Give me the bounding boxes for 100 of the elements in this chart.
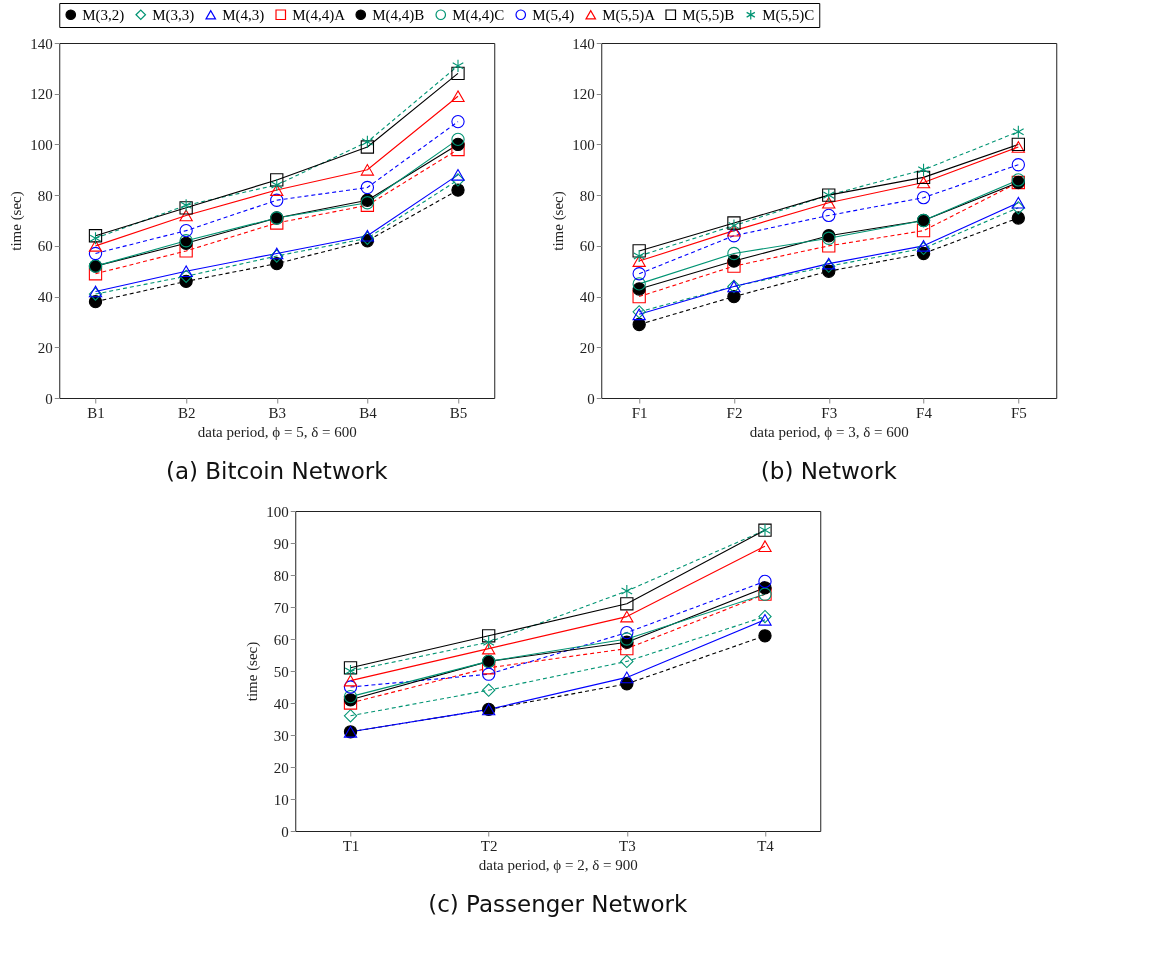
x-tick-label: B5 [449, 404, 468, 421]
y-tick-label: 60 [579, 238, 595, 255]
y-tick-label: 70 [273, 599, 289, 616]
x-tick-label: T1 [342, 837, 360, 854]
x-tick-label: B3 [268, 404, 287, 421]
y-tick-label: 20 [273, 759, 289, 776]
y-tick-label: 90 [273, 535, 289, 552]
point [822, 208, 836, 223]
point [482, 642, 496, 655]
point [482, 629, 496, 643]
point [632, 267, 646, 281]
point [451, 66, 465, 81]
legend-label: M(4,4)C [452, 6, 505, 24]
y-tick-label: 60 [37, 238, 53, 255]
x-tick-label: B1 [87, 404, 105, 421]
point [361, 135, 374, 149]
y-tick-label: 40 [37, 289, 53, 306]
point [632, 244, 646, 258]
point [270, 193, 284, 207]
point [451, 114, 465, 129]
point [88, 246, 103, 261]
point [270, 173, 284, 187]
point [451, 90, 465, 103]
x-tick-label: F3 [821, 404, 838, 421]
y-tick-label: 0 [45, 390, 53, 407]
legend-label: M(3,3) [152, 6, 195, 24]
y-tick-label: 60 [273, 631, 289, 648]
point [916, 240, 931, 252]
x-tick-label: B4 [359, 404, 378, 421]
y-tick-label: 80 [37, 187, 53, 204]
point [632, 317, 646, 332]
point [727, 289, 741, 304]
point [916, 191, 931, 205]
point [451, 169, 465, 181]
point [360, 180, 375, 195]
point [452, 59, 464, 73]
text: (c) Passenger Network [428, 891, 688, 917]
point [727, 224, 741, 237]
y-tick-label: 140 [30, 35, 53, 52]
point [758, 574, 772, 589]
y-tick-label: 120 [30, 86, 53, 103]
point [917, 163, 930, 177]
legend-label: M(4,3) [222, 6, 265, 24]
x-tick-label: F5 [1010, 404, 1027, 421]
y-tick-label: 80 [579, 187, 595, 204]
point [88, 240, 103, 252]
text: (b) Network [760, 458, 898, 484]
point [620, 610, 634, 623]
y-tick-label: 30 [273, 727, 289, 744]
point [482, 683, 496, 697]
y-tick-label: 100 [30, 136, 53, 153]
x-tick-label: F4 [916, 404, 933, 421]
point [179, 223, 193, 238]
legend-label: M(5,5)A [602, 6, 656, 24]
legend-label: M(5,5)C [762, 6, 815, 24]
point [632, 277, 646, 291]
y-tick-label: 80 [273, 567, 289, 584]
point [620, 654, 634, 669]
point [727, 254, 741, 268]
legend-label: M(3,2) [82, 6, 125, 24]
legend-label: M(5,4) [532, 6, 575, 24]
y-tick-label: 0 [587, 390, 595, 407]
y-tick-label: 40 [273, 695, 289, 712]
point [632, 289, 646, 304]
point [179, 269, 193, 283]
y-axis-title: time (sec) [244, 641, 262, 702]
point [451, 183, 465, 197]
point [916, 241, 931, 256]
point [482, 635, 495, 649]
point [620, 625, 634, 640]
point [451, 173, 465, 187]
point [343, 674, 358, 687]
point [916, 170, 931, 185]
point [727, 246, 741, 261]
point [758, 629, 772, 643]
point [343, 689, 358, 704]
point [270, 178, 283, 192]
point [1011, 196, 1026, 209]
y-tick-label: 20 [37, 339, 53, 356]
point [1011, 141, 1026, 153]
y-tick-label: 10 [273, 791, 289, 808]
point [1012, 125, 1025, 139]
point [1011, 158, 1026, 172]
x-tick-label: T2 [480, 837, 498, 854]
y-tick-label: 140 [572, 35, 595, 52]
point [343, 680, 358, 694]
point [179, 244, 193, 258]
x-tick-label: T4 [757, 837, 775, 854]
text: (a) Bitcoin Network [165, 458, 389, 484]
point [822, 239, 836, 253]
point [916, 223, 931, 238]
point [633, 249, 646, 263]
y-tick-label: 50 [273, 663, 289, 680]
point [727, 229, 741, 243]
point [451, 132, 465, 147]
point [360, 163, 375, 176]
legend-label: M(5,5)B [682, 6, 735, 24]
point [1011, 211, 1026, 225]
y-tick-label: 100 [266, 503, 289, 520]
y-axis-title: time (sec) [550, 191, 568, 251]
